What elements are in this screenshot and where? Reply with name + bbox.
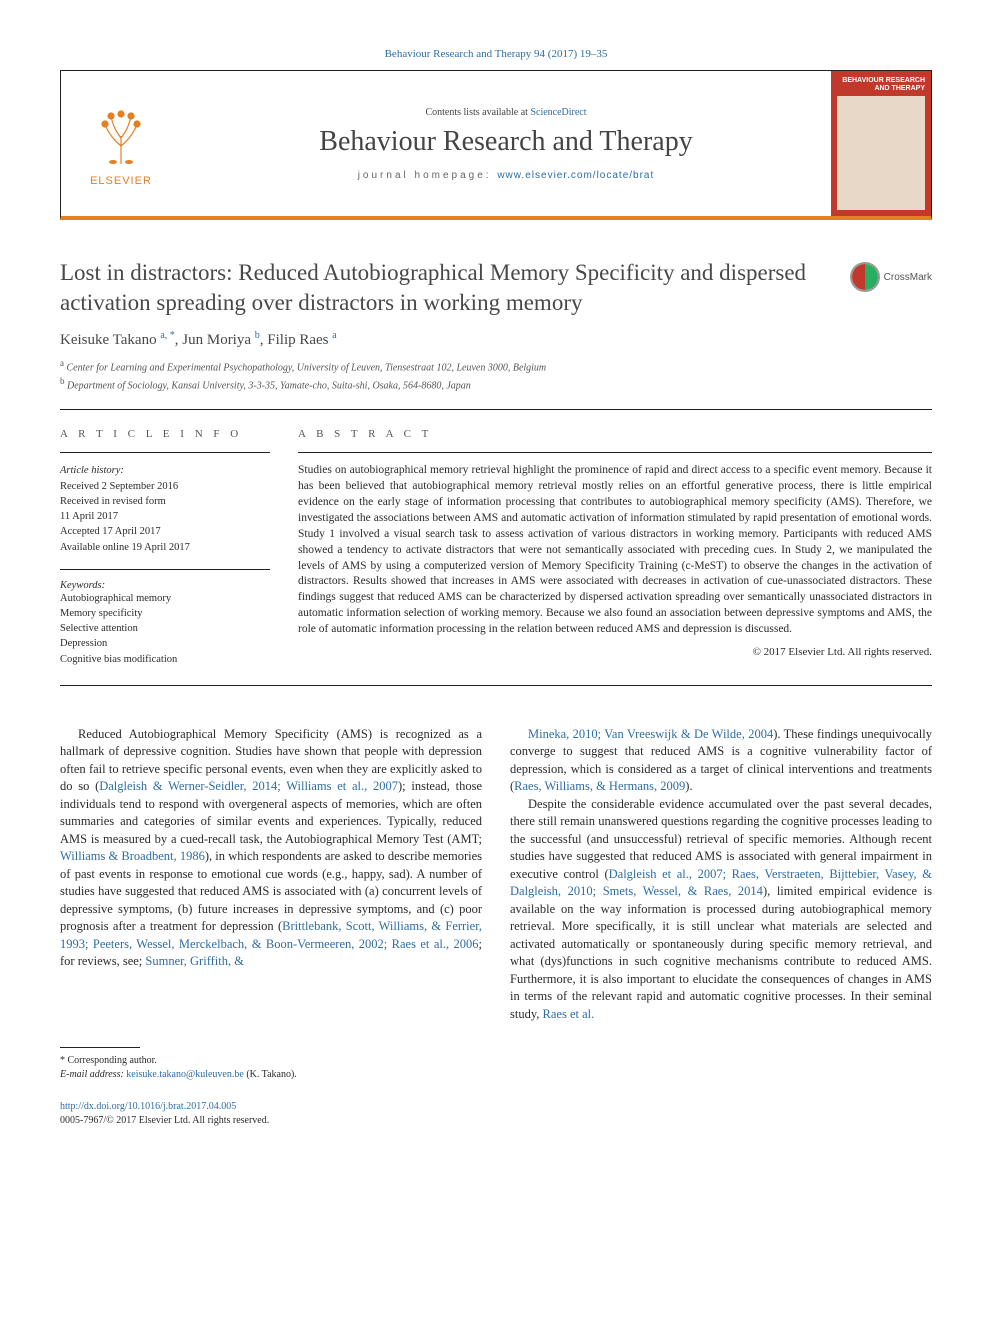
article-title: Lost in distractors: Reduced Autobiograp… bbox=[60, 258, 932, 318]
cover-title: BEHAVIOUR RESEARCH AND THERAPY bbox=[837, 77, 925, 92]
crossmark-badge[interactable]: CrossMark bbox=[850, 262, 932, 292]
keywords-list: Autobiographical memoryMemory specificit… bbox=[60, 591, 270, 667]
article-info-column: A R T I C L E I N F O Article history: R… bbox=[60, 428, 270, 666]
history-line: Received in revised form bbox=[60, 494, 270, 509]
doi-block: http://dx.doi.org/10.1016/j.brat.2017.04… bbox=[60, 1100, 932, 1128]
body-column-left: Reduced Autobiographical Memory Specific… bbox=[60, 726, 482, 1024]
history-line: 11 April 2017 bbox=[60, 509, 270, 524]
abstract-body: Studies on autobiographical memory retri… bbox=[298, 463, 932, 637]
keywords-rule bbox=[60, 569, 270, 570]
keyword-item: Memory specificity bbox=[60, 606, 270, 621]
journal-name: Behaviour Research and Therapy bbox=[319, 126, 692, 158]
body-paragraph: Despite the considerable evidence accumu… bbox=[510, 796, 932, 1024]
keywords-label: Keywords: bbox=[60, 580, 270, 591]
authors-line: Keisuke Takano a, *, Jun Moriya b, Filip… bbox=[60, 330, 932, 349]
keyword-item: Selective attention bbox=[60, 621, 270, 636]
divider-top bbox=[60, 409, 932, 410]
abstract-label: A B S T R A C T bbox=[298, 428, 932, 440]
keyword-item: Depression bbox=[60, 636, 270, 651]
issn-copyright: 0005-7967/© 2017 Elsevier Ltd. All right… bbox=[60, 1114, 932, 1128]
corresponding-author: * Corresponding author. bbox=[60, 1054, 932, 1068]
affiliation-line: b Department of Sociology, Kansai Univer… bbox=[60, 375, 932, 393]
abstract-column: A B S T R A C T Studies on autobiographi… bbox=[298, 428, 932, 666]
body-columns: Reduced Autobiographical Memory Specific… bbox=[60, 726, 932, 1024]
divider-bottom bbox=[60, 685, 932, 686]
abstract-copyright: © 2017 Elsevier Ltd. All rights reserved… bbox=[298, 646, 932, 658]
keyword-item: Cognitive bias modification bbox=[60, 652, 270, 667]
journal-cover-thumbnail[interactable]: BEHAVIOUR RESEARCH AND THERAPY bbox=[831, 71, 931, 216]
email-suffix: (K. Takano). bbox=[244, 1069, 297, 1080]
header-center: Contents lists available at ScienceDirec… bbox=[181, 71, 831, 216]
history-label: Article history: bbox=[60, 463, 270, 478]
homepage-link[interactable]: www.elsevier.com/locate/brat bbox=[497, 170, 654, 181]
history-line: Accepted 17 April 2017 bbox=[60, 524, 270, 539]
crossmark-icon bbox=[850, 262, 880, 292]
author-email-link[interactable]: keisuke.takano@kuleuven.be bbox=[126, 1069, 244, 1080]
elsevier-tree-icon bbox=[86, 101, 156, 171]
keyword-item: Autobiographical memory bbox=[60, 591, 270, 606]
footnote-rule bbox=[60, 1047, 140, 1048]
corresponding-footnote: * Corresponding author. E-mail address: … bbox=[60, 1054, 932, 1082]
history-lines: Received 2 September 2016Received in rev… bbox=[60, 479, 270, 555]
crossmark-label: CrossMark bbox=[884, 272, 932, 283]
history-line: Available online 19 April 2017 bbox=[60, 540, 270, 555]
abstract-rule bbox=[298, 452, 932, 453]
publisher-logo[interactable]: ELSEVIER bbox=[61, 71, 181, 216]
homepage-prefix: journal homepage: bbox=[358, 170, 498, 181]
body-paragraph: Mineka, 2010; Van Vreeswijk & De Wilde, … bbox=[510, 726, 932, 796]
journal-homepage: journal homepage: www.elsevier.com/locat… bbox=[358, 170, 655, 181]
sciencedirect-link[interactable]: ScienceDirect bbox=[530, 107, 586, 118]
history-line: Received 2 September 2016 bbox=[60, 479, 270, 494]
doi-link[interactable]: http://dx.doi.org/10.1016/j.brat.2017.04… bbox=[60, 1101, 236, 1112]
citation-link[interactable]: Behaviour Research and Therapy 94 (2017)… bbox=[385, 48, 608, 60]
contents-available-line: Contents lists available at ScienceDirec… bbox=[425, 107, 586, 118]
affiliations: a Center for Learning and Experimental P… bbox=[60, 357, 932, 394]
affiliation-line: a Center for Learning and Experimental P… bbox=[60, 357, 932, 375]
email-label: E-mail address: bbox=[60, 1069, 126, 1080]
article-info-label: A R T I C L E I N F O bbox=[60, 428, 270, 440]
running-head-citation: Behaviour Research and Therapy 94 (2017)… bbox=[60, 48, 932, 60]
contents-prefix: Contents lists available at bbox=[425, 107, 530, 118]
journal-header: ELSEVIER Contents lists available at Sci… bbox=[60, 70, 932, 220]
cover-body-placeholder bbox=[837, 96, 925, 210]
publisher-name: ELSEVIER bbox=[90, 175, 152, 187]
body-paragraph: Reduced Autobiographical Memory Specific… bbox=[60, 726, 482, 971]
body-column-right: Mineka, 2010; Van Vreeswijk & De Wilde, … bbox=[510, 726, 932, 1024]
info-rule bbox=[60, 452, 270, 453]
